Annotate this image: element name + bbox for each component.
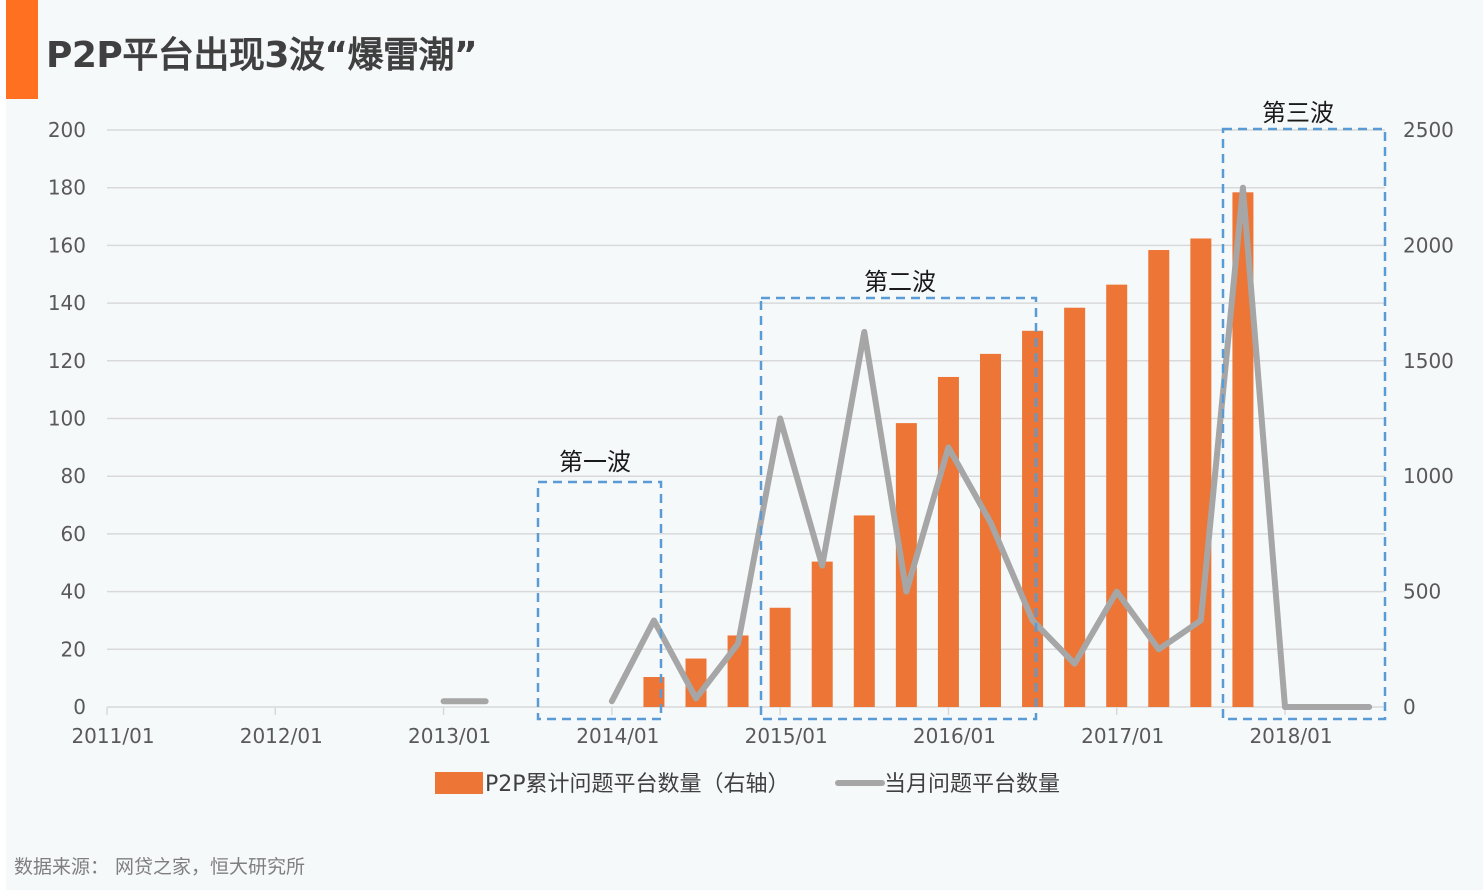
legend-bar-swatch xyxy=(435,772,483,794)
chart-title: P2P平台出现3波“爆雷潮” xyxy=(46,35,478,76)
wave-box xyxy=(759,296,1038,721)
wave-box xyxy=(1221,127,1387,721)
right-tick-label: 2500 xyxy=(1403,118,1454,142)
bar xyxy=(1148,250,1170,708)
bar xyxy=(643,676,665,707)
bar xyxy=(1106,284,1128,707)
x-axis-ticks: 2011/01 2012/01 2013/01 2014/01 2015/01 2016/… xyxy=(71,707,1333,748)
left-tick-label: 140 xyxy=(48,291,86,315)
wave-label: 第三波 xyxy=(1262,99,1334,127)
x-tick-label: 2012/01 xyxy=(240,724,323,748)
source-note: 数据来源： 网贷之家，恒大研究所 xyxy=(14,856,306,878)
right-axis-ticks: 0 500 1000 1500 2000 2500 xyxy=(1403,118,1454,719)
bar xyxy=(1022,330,1044,707)
left-tick-label: 120 xyxy=(48,349,86,373)
x-tick-label: 2015/01 xyxy=(745,724,828,748)
right-tick-label: 500 xyxy=(1403,580,1441,604)
left-tick-label: 0 xyxy=(73,695,86,719)
right-tick-label: 1000 xyxy=(1403,464,1454,488)
left-tick-label: 160 xyxy=(48,233,86,257)
bar xyxy=(769,607,791,707)
left-tick-label: 180 xyxy=(48,176,86,200)
right-tick-label: 0 xyxy=(1403,695,1416,719)
x-tick-label: 2013/01 xyxy=(408,724,491,748)
legend: P2P累计问题平台数量（右轴） 当月问题平台数量 xyxy=(435,772,1060,797)
left-tick-label: 40 xyxy=(61,580,86,604)
bar xyxy=(1232,192,1254,708)
x-tick-label: 2018/01 xyxy=(1249,724,1332,748)
bar xyxy=(895,423,917,707)
wave-label: 第一波 xyxy=(559,448,631,476)
wave-label: 第二波 xyxy=(864,268,936,296)
left-tick-label: 100 xyxy=(48,407,86,431)
x-tick-label: 2011/01 xyxy=(71,724,154,748)
wave-boxes: 第一波 第二波 第三波 xyxy=(536,99,1387,721)
wave-box xyxy=(536,480,663,721)
bar xyxy=(1190,238,1212,707)
title-accent-bar xyxy=(6,0,38,99)
series-line xyxy=(608,184,1373,710)
line-series xyxy=(440,184,1373,710)
x-tick-label: 2014/01 xyxy=(576,724,659,748)
legend-line-label: 当月问题平台数量 xyxy=(884,772,1060,797)
gridlines xyxy=(107,129,1385,708)
left-tick-label: 80 xyxy=(61,464,86,488)
left-axis-ticks: 0 20 40 60 80 100 120 140 160 180 200 xyxy=(48,118,86,719)
bar xyxy=(811,561,833,707)
x-tick-label: 2017/01 xyxy=(1081,724,1164,748)
left-tick-label: 20 xyxy=(61,637,86,661)
x-tick-label: 2016/01 xyxy=(913,724,996,748)
bar xyxy=(853,515,875,707)
bar xyxy=(1064,307,1086,707)
bar-series xyxy=(643,192,1254,708)
left-tick-label: 60 xyxy=(61,522,86,546)
left-tick-label: 200 xyxy=(48,118,86,142)
bar xyxy=(937,376,959,707)
legend-bar-label: P2P累计问题平台数量（右轴） xyxy=(485,772,790,797)
right-tick-label: 1500 xyxy=(1403,349,1454,373)
right-tick-label: 2000 xyxy=(1403,233,1454,257)
bar xyxy=(980,353,1001,707)
